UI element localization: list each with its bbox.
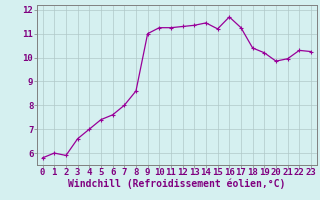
X-axis label: Windchill (Refroidissement éolien,°C): Windchill (Refroidissement éolien,°C) xyxy=(68,179,285,189)
